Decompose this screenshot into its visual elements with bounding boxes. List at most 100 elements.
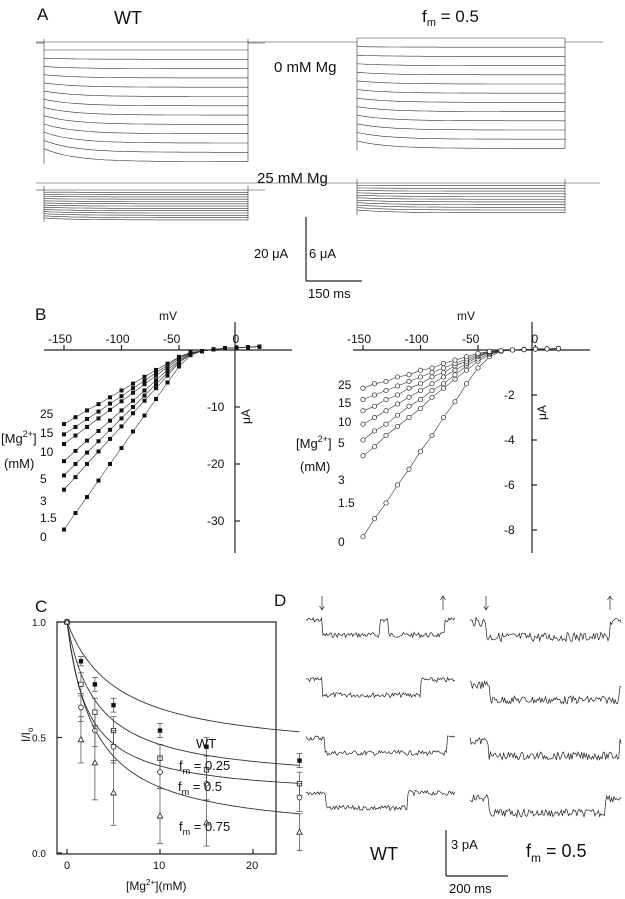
iv-point — [452, 372, 458, 378]
a-current-trace — [43, 66, 248, 69]
iv-point — [142, 378, 147, 383]
a-current-trace — [356, 209, 565, 213]
x-tick-label: -100 — [106, 332, 130, 346]
iv-point — [394, 423, 401, 430]
x-tick-label: 0 — [233, 332, 240, 346]
c-plot-frame — [56, 621, 277, 855]
iv-point — [223, 346, 227, 351]
conc-sup: 2+ — [23, 429, 33, 439]
iv-point — [234, 345, 239, 350]
d-channel-trace — [469, 793, 622, 819]
fm-sub: m — [427, 17, 436, 29]
iv-point — [371, 444, 378, 450]
iv-point — [463, 381, 470, 387]
iv-point — [119, 394, 124, 399]
d-scale-time: 200 ms — [449, 881, 492, 896]
iv-point — [417, 396, 424, 403]
c-point-wt — [297, 758, 302, 763]
iv-point — [452, 399, 458, 405]
iv-point — [383, 500, 389, 506]
iv-point — [154, 397, 158, 402]
a-current-trace — [43, 217, 248, 221]
iv-point — [440, 385, 447, 391]
c-m2: m — [182, 787, 190, 797]
a-current-trace — [43, 99, 248, 107]
a-current-trace — [43, 57, 248, 60]
d-f: f — [526, 841, 532, 861]
d-channel-trace — [469, 616, 622, 643]
panel-a-title-fm: fm = 0.5 — [422, 7, 479, 29]
iv-point — [85, 495, 89, 500]
iv-point — [96, 416, 101, 421]
panel-label-b: B — [35, 305, 46, 324]
c-point-wt — [92, 682, 98, 687]
x-tick-label: -50 — [462, 332, 480, 346]
iv-curve — [362, 348, 559, 537]
iv-point — [108, 418, 112, 423]
iv-point — [177, 364, 181, 369]
iv-point — [73, 424, 78, 429]
d-label-wt: WT — [370, 844, 398, 864]
iv-point — [131, 405, 135, 409]
iv-point — [383, 396, 389, 403]
iv-point — [394, 412, 401, 418]
iv-right-x-ticks: -150 -100 -50 0 — [347, 332, 539, 350]
iv-point — [257, 344, 262, 349]
iv-point — [142, 413, 147, 418]
curve-label: 10 — [338, 415, 352, 429]
c-f1: f — [179, 758, 183, 773]
iv-point — [360, 453, 366, 459]
c-point-fm025 — [78, 681, 84, 687]
iv-point — [440, 360, 447, 367]
a-current-trace — [43, 90, 248, 97]
iv-point — [73, 433, 78, 438]
iv-point — [85, 462, 89, 466]
iv-point — [200, 349, 204, 354]
iv-point — [452, 376, 458, 382]
iv-point — [429, 381, 435, 387]
c-x-tick-label: 20 — [246, 860, 258, 872]
conc-post: ] — [33, 431, 37, 446]
iv-point — [96, 478, 101, 483]
a-current-trace — [356, 132, 565, 140]
c-f2: f — [178, 779, 182, 794]
c-x-tick-label: 0 — [64, 860, 70, 872]
label-25mm-mg: 25 mM Mg — [257, 170, 328, 187]
iv-point — [142, 388, 147, 393]
iv-point — [360, 396, 366, 403]
c-ylabel-sub: o — [26, 727, 35, 732]
iv-left-y-ticks: -10 -20 -30 — [207, 400, 240, 528]
iv-point — [62, 422, 66, 427]
a-current-traces — [36, 37, 603, 222]
a-current-trace — [356, 195, 565, 197]
a-current-trace — [356, 89, 565, 94]
iv-point — [360, 385, 366, 391]
c-xlabel-pre: [Mg — [126, 879, 146, 893]
iv-point — [417, 448, 424, 454]
curve-label: 15 — [338, 396, 352, 410]
iv-point — [429, 387, 435, 394]
iv-point — [509, 347, 516, 353]
iv-curve — [63, 346, 260, 476]
c-label-fm075: fm = 0.75 — [179, 819, 230, 837]
panel-label-a: A — [37, 5, 49, 24]
a-current-trace — [356, 187, 565, 189]
c-fit-curve — [66, 621, 300, 733]
c-point-wt — [157, 728, 163, 733]
c-v1: = 0.25 — [190, 758, 230, 773]
iv-point — [394, 392, 401, 398]
iv-point — [406, 385, 412, 391]
scale-current-right: 6 μA — [309, 246, 336, 261]
conc-pre-r: [Mg — [296, 436, 318, 451]
c-fit-curve — [66, 621, 300, 766]
x-tick-label: -150 — [48, 332, 72, 346]
c-point-fm075 — [296, 828, 303, 835]
iv-left-conc-unit: (mM) — [4, 456, 34, 471]
iv-point — [165, 367, 170, 372]
c-fit-curve — [66, 621, 300, 815]
iv-point — [188, 350, 193, 355]
y-tick-label: -20 — [207, 457, 225, 471]
iv-point — [417, 374, 424, 380]
iv-point — [440, 381, 447, 387]
iv-point — [131, 386, 135, 391]
